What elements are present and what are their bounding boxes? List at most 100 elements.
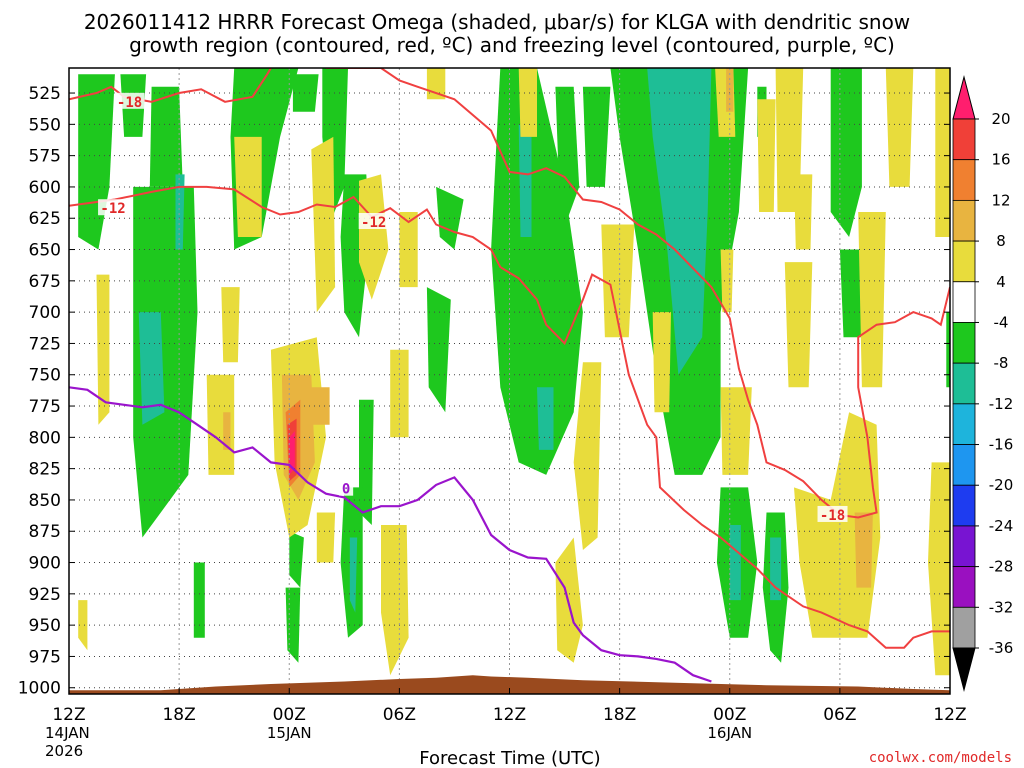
colorbar-swatch	[952, 606, 976, 649]
omega-area	[518, 124, 532, 237]
x-tick-label: 00Z	[713, 705, 746, 725]
dgz-contour-label: -12	[100, 201, 125, 217]
y-tick-label: 600	[29, 178, 61, 198]
y-tick-label: 725	[29, 334, 61, 354]
omega-area	[885, 68, 914, 187]
omega-area	[311, 136, 336, 313]
omega-area	[223, 412, 231, 450]
colorbar-swatch	[952, 118, 976, 161]
y-tick-label: 825	[29, 460, 61, 480]
colorbar-label: 8	[996, 232, 1006, 250]
x-tick-label: 12Z	[493, 705, 526, 725]
x-tick-label: 14JAN	[45, 724, 90, 742]
colorbar-label: -20	[989, 476, 1014, 494]
colorbar-swatch	[952, 240, 976, 283]
omega-area	[928, 462, 950, 676]
x-axis-title: Forecast Time (UTC)	[419, 748, 600, 768]
omega-area	[381, 525, 409, 676]
omega-area	[78, 600, 88, 651]
colorbar-swatch	[952, 525, 976, 568]
x-tick-label: 00Z	[273, 705, 306, 725]
omega-area	[858, 212, 886, 388]
x-tick-label: 18Z	[162, 705, 195, 725]
y-tick-label: 1000	[18, 679, 61, 699]
y-tick-label: 650	[29, 241, 61, 261]
omega-area	[854, 512, 873, 588]
omega-area	[830, 68, 862, 237]
y-tick-label: 900	[29, 554, 61, 574]
y-tick-label: 850	[29, 491, 61, 511]
colorbar-label: -12	[989, 395, 1014, 413]
omega-area	[652, 312, 671, 413]
omega-area	[720, 249, 734, 313]
omega-area	[316, 512, 336, 563]
colorbar-swatch	[952, 322, 976, 364]
y-tick-label: 700	[29, 303, 61, 323]
colorbar-label: -36	[989, 639, 1014, 657]
colorbar-swatch	[952, 484, 976, 527]
omega-area	[133, 186, 198, 538]
freezing-label-bg	[339, 479, 354, 496]
dgz-contour-line	[69, 68, 272, 103]
dgz-label-bg	[817, 505, 848, 522]
colorbar-swatch	[952, 403, 976, 445]
x-tick-label: 12Z	[52, 705, 85, 725]
colorbar-label: -4	[994, 313, 1009, 331]
colorbar-bottom-arrow	[952, 647, 976, 692]
y-tick-label: 675	[29, 272, 61, 292]
colorbar-swatch	[952, 281, 976, 323]
dgz-contour-label: -12	[361, 215, 386, 231]
x-tick-label: 12Z	[933, 705, 966, 725]
x-tick-label: 2026	[45, 742, 83, 760]
omega-area	[292, 74, 319, 112]
colorbar-label: -28	[989, 558, 1014, 576]
x-tick-label: 18Z	[603, 705, 636, 725]
y-tick-label: 525	[29, 84, 61, 104]
omega-area	[573, 362, 602, 550]
omega-area	[289, 531, 304, 588]
colorbar: 20 16 12 8 4 -4 -8 -12 -16 -20 -24 -28 -32 -36	[952, 75, 1014, 692]
dgz-contour-label: -18	[117, 95, 142, 111]
omega-area	[138, 312, 165, 425]
colorbar-label: -32	[989, 598, 1014, 616]
y-tick-label: 800	[29, 428, 61, 448]
colorbar-swatch	[952, 362, 976, 405]
colorbar-label: 4	[996, 273, 1006, 291]
omega-area	[601, 224, 635, 338]
colorbar-label: -16	[989, 436, 1014, 454]
omega-area	[518, 68, 537, 137]
omega-area	[582, 86, 611, 187]
omega-area	[935, 68, 950, 237]
omega-area	[720, 387, 752, 475]
x-tick-label: 15JAN	[267, 724, 312, 742]
x-tick-label: 16JAN	[707, 724, 752, 742]
colorbar-swatch	[952, 444, 976, 486]
colorbar-label: 12	[991, 191, 1010, 209]
y-tick-label: 925	[29, 585, 61, 605]
omega-area	[311, 387, 330, 425]
y-tick-label: 575	[29, 147, 61, 167]
freezing-level-line	[69, 386, 712, 683]
dgz-contour-line	[326, 68, 950, 519]
colorbar-label: 16	[991, 151, 1010, 169]
contour-lines: -18 -12 -12 -18 0	[69, 68, 950, 683]
omega-area	[794, 174, 813, 250]
omega-area	[647, 68, 712, 375]
omega-area	[946, 312, 950, 388]
omega-area	[555, 537, 583, 663]
credit-text: coolwx.com/models	[869, 750, 1012, 766]
dgz-label-bg	[98, 199, 129, 216]
omega-area	[757, 99, 776, 212]
colorbar-swatch	[952, 159, 976, 201]
plot-area: -18 -12 -12 -18 0	[69, 68, 950, 694]
colorbar-swatch	[952, 199, 976, 242]
y-tick-label: 775	[29, 397, 61, 417]
dgz-label-bg	[114, 92, 145, 109]
omega-area	[399, 212, 418, 288]
omega-area	[193, 562, 205, 638]
y-tick-label: 750	[29, 366, 61, 386]
chart-title-line-1: 2026011412 HRRR Forecast Omega (shaded, …	[84, 10, 910, 34]
omega-area	[289, 431, 295, 475]
